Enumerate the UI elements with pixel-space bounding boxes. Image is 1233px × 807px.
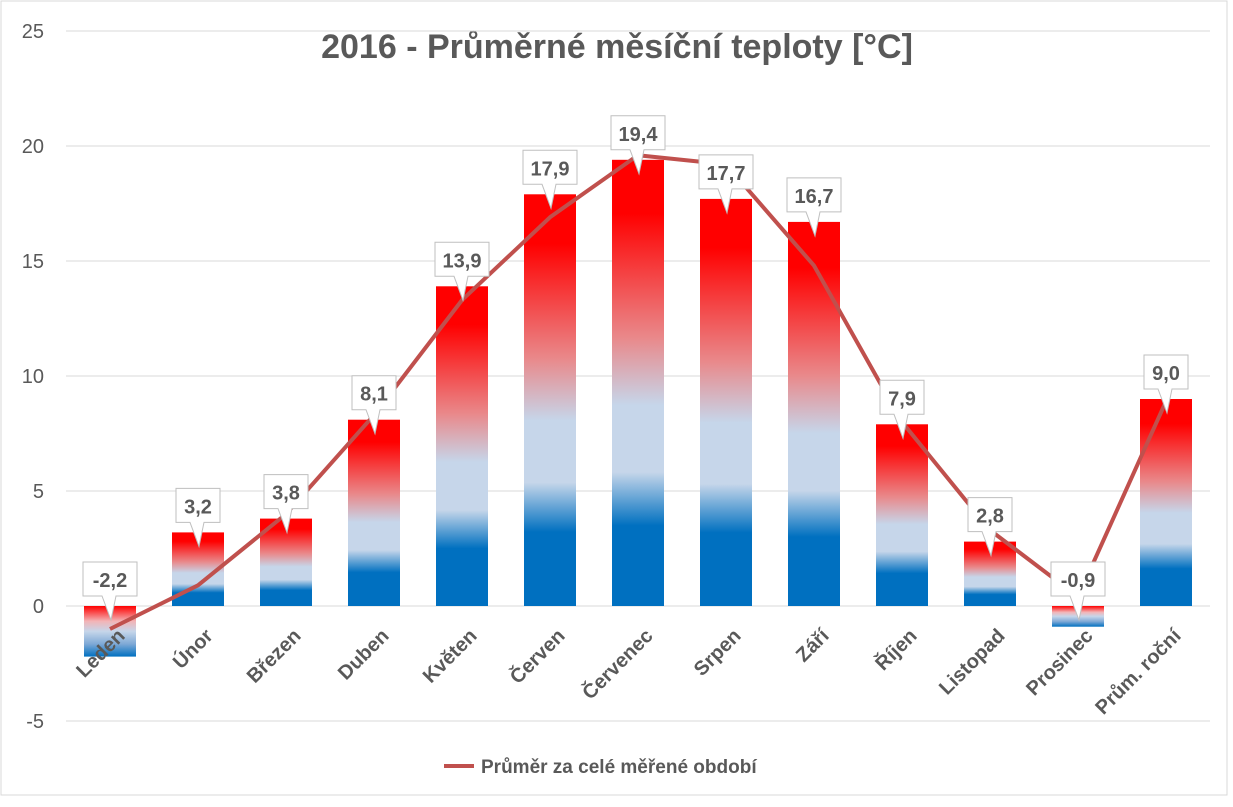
bar: [436, 286, 488, 606]
legend: Průměr za celé měřené období: [444, 757, 757, 778]
data-label: 3,2: [184, 496, 212, 518]
y-tick-label: 20: [22, 136, 44, 158]
y-tick-label: 15: [22, 251, 44, 273]
bar: [876, 424, 928, 606]
y-tick-label: -5: [26, 711, 44, 733]
data-label: 3,8: [272, 483, 300, 505]
y-tick-label: 0: [33, 596, 44, 618]
data-label: -2,2: [93, 570, 127, 592]
data-label-callout: [1143, 354, 1189, 415]
bar: [700, 198, 752, 606]
y-tick-label: 5: [33, 481, 44, 503]
bar: [260, 518, 312, 606]
data-label-callout: [1050, 561, 1106, 622]
legend-label: Průměr za celé měřené období: [481, 757, 757, 778]
data-label: 9,0: [1152, 363, 1180, 385]
data-label-callout: [967, 497, 1013, 558]
data-label: 2,8: [976, 506, 1004, 528]
chart-title: 2016 - Průměrné měsíční teploty [°C]: [321, 28, 913, 66]
bar: [1140, 399, 1192, 606]
data-label-callout: [263, 474, 309, 535]
data-label-callout: [610, 115, 666, 176]
data-label-callout: [786, 177, 842, 238]
data-labels: -2,2 3,2 3,8 8,1 13,9 17,9 19,4 17,7 16,7 7,9 2,8 -…: [82, 115, 1189, 622]
data-label-callout: [434, 241, 490, 303]
data-label-callout: [698, 154, 754, 215]
data-label: 17,7: [707, 163, 746, 185]
y-tick-label: 10: [22, 366, 44, 388]
bar: [524, 194, 576, 607]
data-label: 13,9: [443, 250, 482, 272]
data-label: 19,4: [619, 124, 659, 146]
data-label-callout: [522, 149, 578, 211]
data-label: 7,9: [888, 388, 916, 410]
bar: [612, 159, 664, 607]
data-label: 16,7: [795, 186, 834, 208]
data-label-callout: [351, 375, 397, 436]
y-axis-ticks: 25 20 15 10 5 0 -5: [22, 21, 44, 733]
data-label-callout: [175, 487, 221, 549]
y-tick-label: 25: [22, 21, 44, 43]
data-label-callout: [879, 379, 925, 441]
data-label: -0,9: [1061, 570, 1095, 592]
data-label: 17,9: [531, 158, 570, 180]
data-label: 8,1: [360, 384, 388, 406]
bar: [348, 419, 400, 606]
data-label-callout: [82, 561, 138, 622]
bar: [788, 221, 840, 606]
